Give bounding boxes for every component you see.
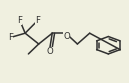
- Text: F: F: [35, 16, 40, 25]
- Text: O: O: [46, 47, 53, 56]
- Text: O: O: [63, 32, 70, 41]
- Text: F: F: [18, 16, 22, 25]
- Text: F: F: [9, 33, 13, 42]
